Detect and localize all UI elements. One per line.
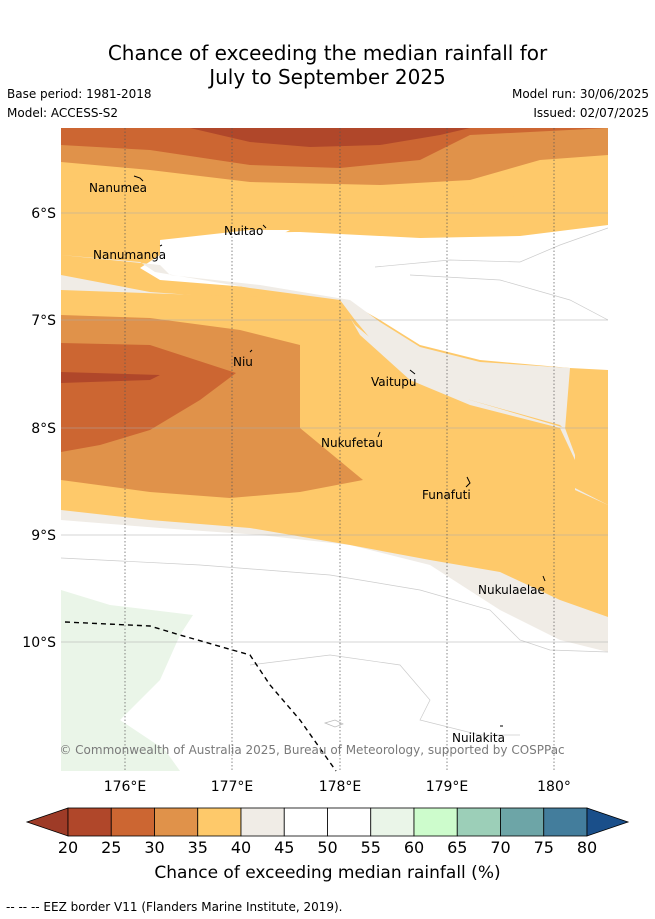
colorbar-cell	[240, 807, 285, 837]
funafuti-island	[465, 476, 471, 488]
colorbar-tick-label: 45	[274, 838, 294, 857]
place-labels: Nanumea Nuitao Nanumanga Niu Vaitupu Nuk…	[89, 181, 545, 745]
lat-label-9s: 9°S	[31, 528, 56, 544]
nukulaelae-island	[542, 575, 546, 582]
place-label-nanumanga: Nanumanga	[93, 248, 166, 262]
lat-gridlines	[61, 212, 608, 643]
lon-label-179e: 179°E	[426, 779, 469, 795]
base-period: Base period: 1981-2018	[7, 87, 152, 101]
place-label-niu: Niu	[233, 355, 253, 369]
lon-label-176e: 176°E	[104, 779, 147, 795]
lon-labels: 176°E 177°E 178°E 179°E 180°	[104, 779, 571, 795]
lat-label-7s: 7°S	[31, 313, 56, 329]
colorbar-label: Chance of exceeding median rainfall (%)	[154, 863, 501, 883]
colorbar-cell	[197, 807, 242, 837]
colorbar-cell	[154, 807, 199, 837]
colorbar-tick-label: 25	[101, 838, 121, 857]
place-label-funafuti: Funafuti	[422, 488, 471, 502]
contour-line-1	[374, 227, 608, 268]
nuitao-island	[262, 224, 267, 229]
place-label-vaitupu: Vaitupu	[371, 375, 417, 389]
colorbar-tick-label: 30	[144, 838, 164, 857]
contour-line-4	[409, 274, 608, 321]
colorbar-tick-label: 75	[534, 838, 554, 857]
colorbar-tick-label: 55	[361, 838, 381, 857]
lon-label-178e: 178°E	[319, 779, 362, 795]
place-label-nukulaelae: Nukulaelae	[478, 583, 545, 597]
band-45-50-gap	[160, 230, 290, 262]
colorbar-cell	[327, 807, 372, 837]
lat-labels: 6°S 7°S 8°S 9°S 10°S	[22, 206, 56, 651]
colorbar-cell	[110, 807, 155, 837]
map-title-line-1: Chance of exceeding the median rainfall …	[107, 41, 548, 65]
contour-line-2	[61, 557, 608, 653]
band-25-30	[61, 343, 236, 452]
lon-gridlines	[124, 128, 555, 771]
colorbar-under-arrow	[25, 807, 69, 837]
colorbar-cells	[67, 807, 588, 837]
contour-line-3	[249, 654, 520, 736]
colorbar-tick-label: 65	[447, 838, 467, 857]
probability-field	[61, 128, 608, 771]
lat-label-6s: 6°S	[31, 206, 56, 222]
colorbar-cell	[456, 807, 501, 837]
colorbar-cell	[67, 807, 112, 837]
niu-island	[249, 349, 253, 353]
model-run: Model run: 30/06/2025	[511, 87, 649, 101]
colorbar: 20 25 30 35 40 45 50 55 60 65 70 75 80	[25, 807, 630, 857]
colorbar-cell	[370, 807, 415, 837]
band-55-60	[61, 590, 193, 771]
lon-label-180: 180°	[537, 779, 571, 795]
colorbar-tick-label: 60	[404, 838, 424, 857]
copyright-notice: © Commonwealth of Australia 2025, Bureau…	[59, 743, 564, 757]
island-outlines	[133, 175, 546, 727]
eez-legend-note: -- -- -- EEZ border V11 (Flanders Marine…	[6, 900, 343, 914]
contour-small	[323, 719, 344, 728]
band-north-20-25	[190, 128, 470, 147]
colorbar-tick-label: 50	[317, 838, 337, 857]
nanumea-island	[133, 175, 144, 182]
vaitupu-island	[409, 369, 416, 375]
place-label-nukufetau: Nukufetau	[321, 436, 383, 450]
band-north-25-30	[61, 128, 608, 168]
band-40-45-ridge	[61, 255, 570, 430]
colorbar-tick-label: 20	[58, 838, 78, 857]
band-35-40	[61, 128, 608, 505]
place-label-nanumea: Nanumea	[89, 181, 147, 195]
place-label-nuitao: Nuitao	[224, 224, 263, 238]
nukufetau-island	[377, 431, 381, 438]
lat-label-10s: 10°S	[22, 635, 56, 651]
model-name: Model: ACCESS-S2	[7, 106, 119, 120]
colorbar-ticks: 20 25 30 35 40 45 50 55 60 65 70 75 80	[58, 838, 597, 857]
place-label-nuilakita: Nuilakita	[452, 731, 505, 745]
colorbar-tick-label: 80	[577, 838, 597, 857]
lat-label-8s: 8°S	[31, 421, 56, 437]
issued-date: Issued: 02/07/2025	[533, 106, 649, 120]
nanumanga-island	[159, 244, 163, 247]
colorbar-over-arrow	[586, 807, 630, 837]
colorbar-tick-label: 40	[231, 838, 251, 857]
band-20-25	[61, 372, 160, 383]
colorbar-cell	[413, 807, 458, 837]
lon-label-177e: 177°E	[211, 779, 254, 795]
colorbar-cell	[283, 807, 328, 837]
map-title-line-2: July to September 2025	[209, 65, 446, 89]
colorbar-cell	[543, 807, 588, 837]
colorbar-cell	[500, 807, 545, 837]
colorbar-tick-label: 35	[188, 838, 208, 857]
colorbar-tick-label: 70	[490, 838, 510, 857]
eez-border	[64, 621, 337, 772]
